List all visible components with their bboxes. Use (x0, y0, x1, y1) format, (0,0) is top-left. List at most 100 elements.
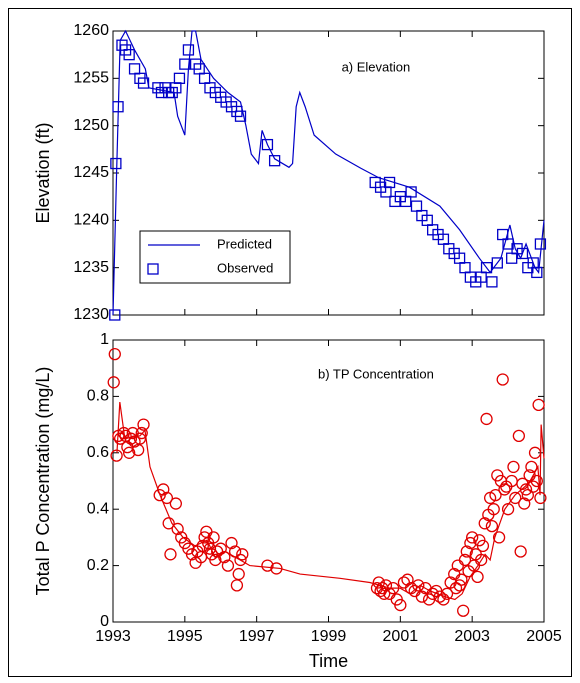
observed-point (171, 522, 184, 536)
observed-point (491, 257, 503, 269)
observed-point (397, 576, 411, 589)
observed-point (405, 186, 417, 198)
observed-point (157, 483, 170, 496)
y-tick-label: 1230 (73, 306, 109, 323)
observed-point (478, 517, 491, 530)
observed-point (225, 536, 238, 550)
y-tick-label: 0 (100, 613, 109, 630)
y-tick-label: 1 (100, 331, 109, 348)
observed-point (516, 247, 529, 260)
observed-point (162, 517, 175, 530)
y-tick-label: 1250 (73, 117, 109, 134)
observed-point (135, 426, 148, 440)
observed-point (221, 559, 235, 572)
observed-point (123, 49, 135, 61)
y-tick-label: 0.6 (87, 444, 109, 461)
observed-point (128, 63, 141, 75)
observed-point (218, 550, 231, 564)
observed-point (261, 559, 274, 572)
x-tick-label: 2003 (454, 628, 490, 645)
observed-point (487, 503, 500, 516)
observed-point (440, 587, 454, 600)
observed-point (234, 553, 247, 567)
observed-point (457, 604, 470, 617)
x-tick-label: 1995 (167, 628, 203, 645)
observed-point (268, 155, 281, 167)
observed-point (433, 590, 446, 603)
observed-point (474, 553, 488, 567)
observed-point (164, 548, 177, 561)
observed-point (261, 138, 274, 151)
y-tick-label: 1255 (73, 70, 109, 87)
observed-point (179, 58, 191, 70)
observed-point (471, 570, 484, 584)
observed-point (234, 110, 247, 122)
observed-point (464, 536, 477, 550)
observed-point (532, 398, 545, 412)
observed-point (412, 579, 425, 592)
observed-point (486, 276, 498, 288)
y-tick-label: 0.8 (87, 388, 109, 405)
observed-point (137, 77, 150, 89)
legend-swatch (147, 263, 159, 275)
observed-point (214, 542, 227, 555)
y-tick-label: 0.2 (87, 557, 109, 574)
observed-point (209, 553, 222, 567)
observed-point (506, 252, 518, 264)
observed-point (160, 491, 174, 505)
y-tick-label: 1245 (73, 164, 109, 181)
observed-point (496, 373, 509, 386)
observed-point (534, 238, 547, 250)
observed-point (466, 531, 479, 544)
observed-point (453, 579, 466, 592)
legend-label: Observed (217, 260, 273, 275)
observed-point (426, 587, 439, 600)
observed-point (507, 460, 520, 474)
x-tick-label: 2005 (526, 628, 562, 645)
legend-box (139, 230, 291, 284)
observed-point (173, 72, 186, 84)
observed-point (169, 497, 183, 510)
observed-point (133, 432, 147, 445)
predicted-line (116, 401, 545, 601)
y-tick-label: 0.4 (87, 500, 109, 517)
observed-point (109, 309, 121, 321)
plot-area (107, 347, 547, 617)
observed-point (270, 562, 283, 575)
figure-border (8, 8, 572, 677)
x-tick-label: 1999 (311, 628, 347, 645)
observed-point (485, 519, 499, 533)
observed-point (514, 545, 527, 558)
observed-point (530, 474, 543, 488)
observed-point (455, 573, 468, 586)
observed-point (110, 449, 123, 462)
observed-point (401, 573, 414, 586)
observed-point (112, 101, 124, 113)
observed-point (182, 44, 195, 56)
predicted-line (112, 29, 545, 316)
observed-point (525, 460, 538, 474)
observed-point (232, 567, 245, 581)
observed-point (410, 200, 423, 212)
plot-area (109, 29, 547, 321)
observed-point (124, 432, 138, 445)
x-tick-label: 1997 (239, 628, 275, 645)
observed-point (489, 488, 502, 502)
observed-point (518, 497, 531, 510)
y-tick-label: 1235 (73, 259, 109, 276)
observed-point (458, 553, 472, 567)
observed-point (386, 582, 400, 595)
observed-point (110, 157, 122, 170)
observed-point (528, 446, 542, 459)
annotation: b) TP Concentration (318, 366, 434, 381)
observed-point (230, 579, 244, 592)
observed-point (501, 503, 515, 516)
observed-point (492, 531, 506, 544)
observed-point (207, 531, 220, 544)
observed-point (459, 262, 471, 274)
y-axis-title: Total P Concentration (mg/L) (33, 367, 53, 596)
y-tick-label: 1240 (73, 212, 109, 229)
observed-point (383, 176, 396, 189)
observed-point (480, 412, 493, 426)
observed-point (108, 347, 121, 361)
